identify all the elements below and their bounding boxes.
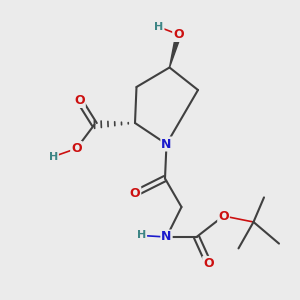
Text: N: N xyxy=(161,137,172,151)
Text: H: H xyxy=(154,22,164,32)
Text: O: O xyxy=(218,209,229,223)
Text: O: O xyxy=(71,142,82,155)
Text: O: O xyxy=(74,94,85,107)
Text: O: O xyxy=(130,187,140,200)
Text: O: O xyxy=(173,28,184,41)
Text: H: H xyxy=(137,230,146,241)
Text: N: N xyxy=(161,230,172,244)
Text: H: H xyxy=(49,152,58,162)
Text: O: O xyxy=(203,257,214,270)
Polygon shape xyxy=(169,34,181,68)
